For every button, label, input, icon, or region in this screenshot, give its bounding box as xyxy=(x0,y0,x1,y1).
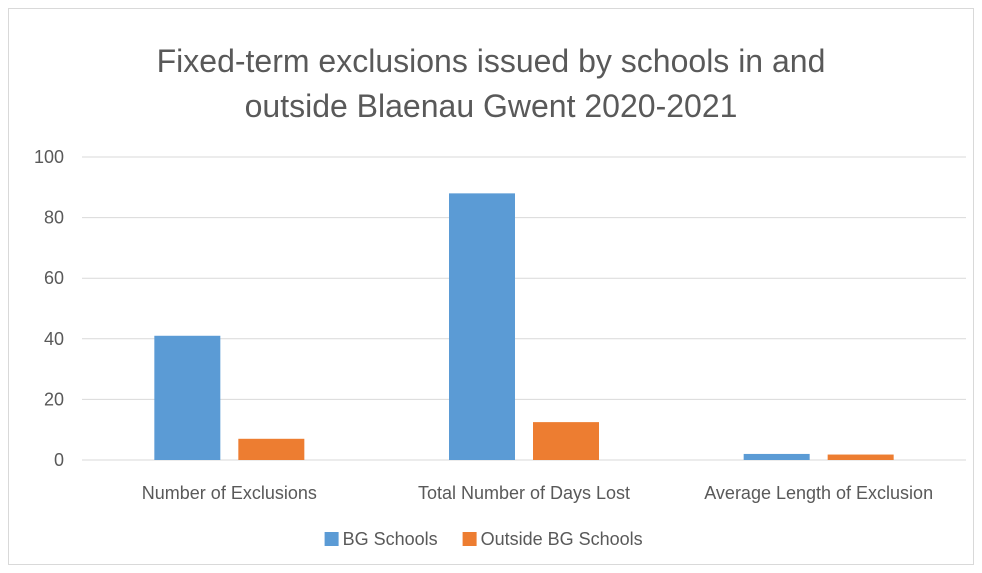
gridlines xyxy=(82,156,966,461)
legend: BG Schools Outside BG Schools xyxy=(324,529,643,549)
legend-label: Outside BG Schools xyxy=(481,529,643,549)
legend-swatch-1 xyxy=(462,532,477,546)
chart-title-line-2: outside Blaenau Gwent 2020-2021 xyxy=(245,88,738,124)
chart-title-line-1: Fixed-term exclusions issued by schools … xyxy=(157,43,826,79)
y-tick-label: 60 xyxy=(44,268,64,288)
legend-swatch-0 xyxy=(324,532,339,546)
bar-bg-schools-2 xyxy=(743,453,810,460)
y-tick-label: 80 xyxy=(44,208,64,228)
x-category-label: Number of Exclusions xyxy=(142,483,317,503)
x-category-label: Average Length of Exclusion xyxy=(704,483,933,503)
y-tick-label: 40 xyxy=(44,329,64,349)
bar-outside-bg-schools-1 xyxy=(533,422,599,460)
y-tick-label: 0 xyxy=(54,450,64,470)
bar-bg-schools-0 xyxy=(154,335,221,460)
bar-outside-bg-schools-0 xyxy=(238,438,305,460)
bar-outside-bg-schools-2 xyxy=(827,454,894,460)
x-axis-categories: Number of Exclusions Total Number of Days… xyxy=(142,483,933,503)
y-tick-label: 100 xyxy=(34,147,64,167)
chart-title: Fixed-term exclusions issued by schools … xyxy=(157,43,826,124)
bar-bg-schools-1 xyxy=(449,193,515,461)
x-category-label: Total Number of Days Lost xyxy=(418,483,630,503)
y-axis-ticks: 0 20 40 60 80 100 xyxy=(34,147,64,470)
legend-label: BG Schools xyxy=(343,529,438,549)
y-tick-label: 20 xyxy=(44,389,64,409)
bars xyxy=(154,193,894,461)
